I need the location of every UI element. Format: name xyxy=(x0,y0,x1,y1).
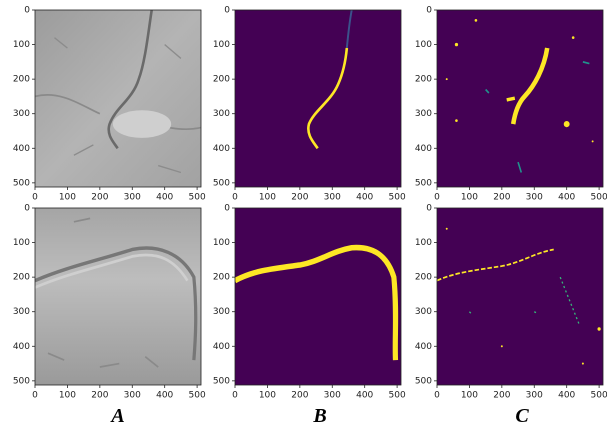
y-tick-label: 0 xyxy=(224,6,230,16)
x-tick-label: 400 xyxy=(156,193,173,203)
y-tick-label: 300 xyxy=(415,109,432,119)
y-tick-label: 200 xyxy=(13,75,30,85)
x-tick-label: 0 xyxy=(32,391,38,401)
y-tick-label: 300 xyxy=(213,109,230,119)
y-tick-label: 500 xyxy=(415,178,432,188)
column-label: C xyxy=(515,405,529,427)
y-tick-label: 300 xyxy=(13,109,30,119)
x-tick-label: 200 xyxy=(291,193,308,203)
column-label: A xyxy=(109,405,124,427)
x-tick-label: 400 xyxy=(356,193,373,203)
x-tick-label: 300 xyxy=(124,193,141,203)
image-b1 xyxy=(235,10,401,187)
x-tick-label: 500 xyxy=(591,193,607,203)
y-tick-label: 400 xyxy=(415,144,432,154)
x-tick-label: 400 xyxy=(156,391,173,401)
y-tick-label: 0 xyxy=(426,6,432,16)
x-tick-label: 200 xyxy=(493,193,510,203)
y-tick-label: 0 xyxy=(24,204,30,214)
x-tick-label: 400 xyxy=(558,391,575,401)
y-tick-label: 500 xyxy=(415,376,432,386)
y-tick-label: 200 xyxy=(213,75,230,85)
x-tick-label: 100 xyxy=(259,193,276,203)
column-label: B xyxy=(312,405,326,427)
x-tick-label: 100 xyxy=(59,193,76,203)
x-tick-label: 500 xyxy=(189,391,206,401)
x-tick-label: 0 xyxy=(232,193,238,203)
x-tick-label: 0 xyxy=(32,193,38,203)
y-tick-label: 100 xyxy=(213,40,230,50)
x-tick-label: 200 xyxy=(91,193,108,203)
y-tick-label: 200 xyxy=(415,75,432,85)
image-a2 xyxy=(35,208,201,385)
y-tick-label: 400 xyxy=(13,144,30,154)
y-tick-label: 400 xyxy=(13,342,30,352)
x-tick-label: 200 xyxy=(291,391,308,401)
x-tick-label: 500 xyxy=(189,193,206,203)
y-tick-label: 100 xyxy=(415,238,432,248)
x-tick-label: 300 xyxy=(324,193,341,203)
image-c2 xyxy=(437,208,603,385)
x-tick-label: 500 xyxy=(389,391,406,401)
image-a1 xyxy=(35,10,201,187)
x-tick-label: 100 xyxy=(461,193,478,203)
y-tick-label: 100 xyxy=(13,40,30,50)
y-tick-label: 100 xyxy=(13,238,30,248)
y-tick-label: 300 xyxy=(213,307,230,317)
x-tick-label: 200 xyxy=(91,391,108,401)
y-tick-label: 0 xyxy=(24,6,30,16)
x-tick-label: 0 xyxy=(434,391,440,401)
y-tick-label: 100 xyxy=(213,238,230,248)
y-tick-label: 300 xyxy=(415,307,432,317)
x-tick-label: 100 xyxy=(259,391,276,401)
image-b2 xyxy=(235,208,401,385)
y-tick-label: 200 xyxy=(213,273,230,283)
x-tick-label: 100 xyxy=(461,391,478,401)
x-tick-label: 300 xyxy=(124,391,141,401)
y-tick-label: 200 xyxy=(13,273,30,283)
x-tick-label: 500 xyxy=(591,391,607,401)
x-tick-label: 400 xyxy=(356,391,373,401)
y-tick-label: 300 xyxy=(13,307,30,317)
y-tick-label: 500 xyxy=(213,178,230,188)
x-tick-label: 500 xyxy=(389,193,406,203)
y-tick-label: 500 xyxy=(13,376,30,386)
y-tick-label: 200 xyxy=(415,273,432,283)
x-tick-label: 0 xyxy=(434,193,440,203)
y-tick-label: 400 xyxy=(213,144,230,154)
x-tick-label: 200 xyxy=(493,391,510,401)
x-tick-label: 300 xyxy=(526,193,543,203)
y-tick-label: 400 xyxy=(213,342,230,352)
y-tick-label: 400 xyxy=(415,342,432,352)
figure: A B C 0100200300400500010020030040050001… xyxy=(0,0,607,432)
y-tick-label: 0 xyxy=(224,204,230,214)
y-tick-label: 500 xyxy=(213,376,230,386)
y-tick-label: 100 xyxy=(415,40,432,50)
x-tick-label: 300 xyxy=(526,391,543,401)
image-c1 xyxy=(437,10,603,187)
x-tick-label: 300 xyxy=(324,391,341,401)
x-tick-label: 0 xyxy=(232,391,238,401)
y-tick-label: 500 xyxy=(13,178,30,188)
x-tick-label: 100 xyxy=(59,391,76,401)
x-tick-label: 400 xyxy=(558,193,575,203)
y-tick-label: 0 xyxy=(426,204,432,214)
